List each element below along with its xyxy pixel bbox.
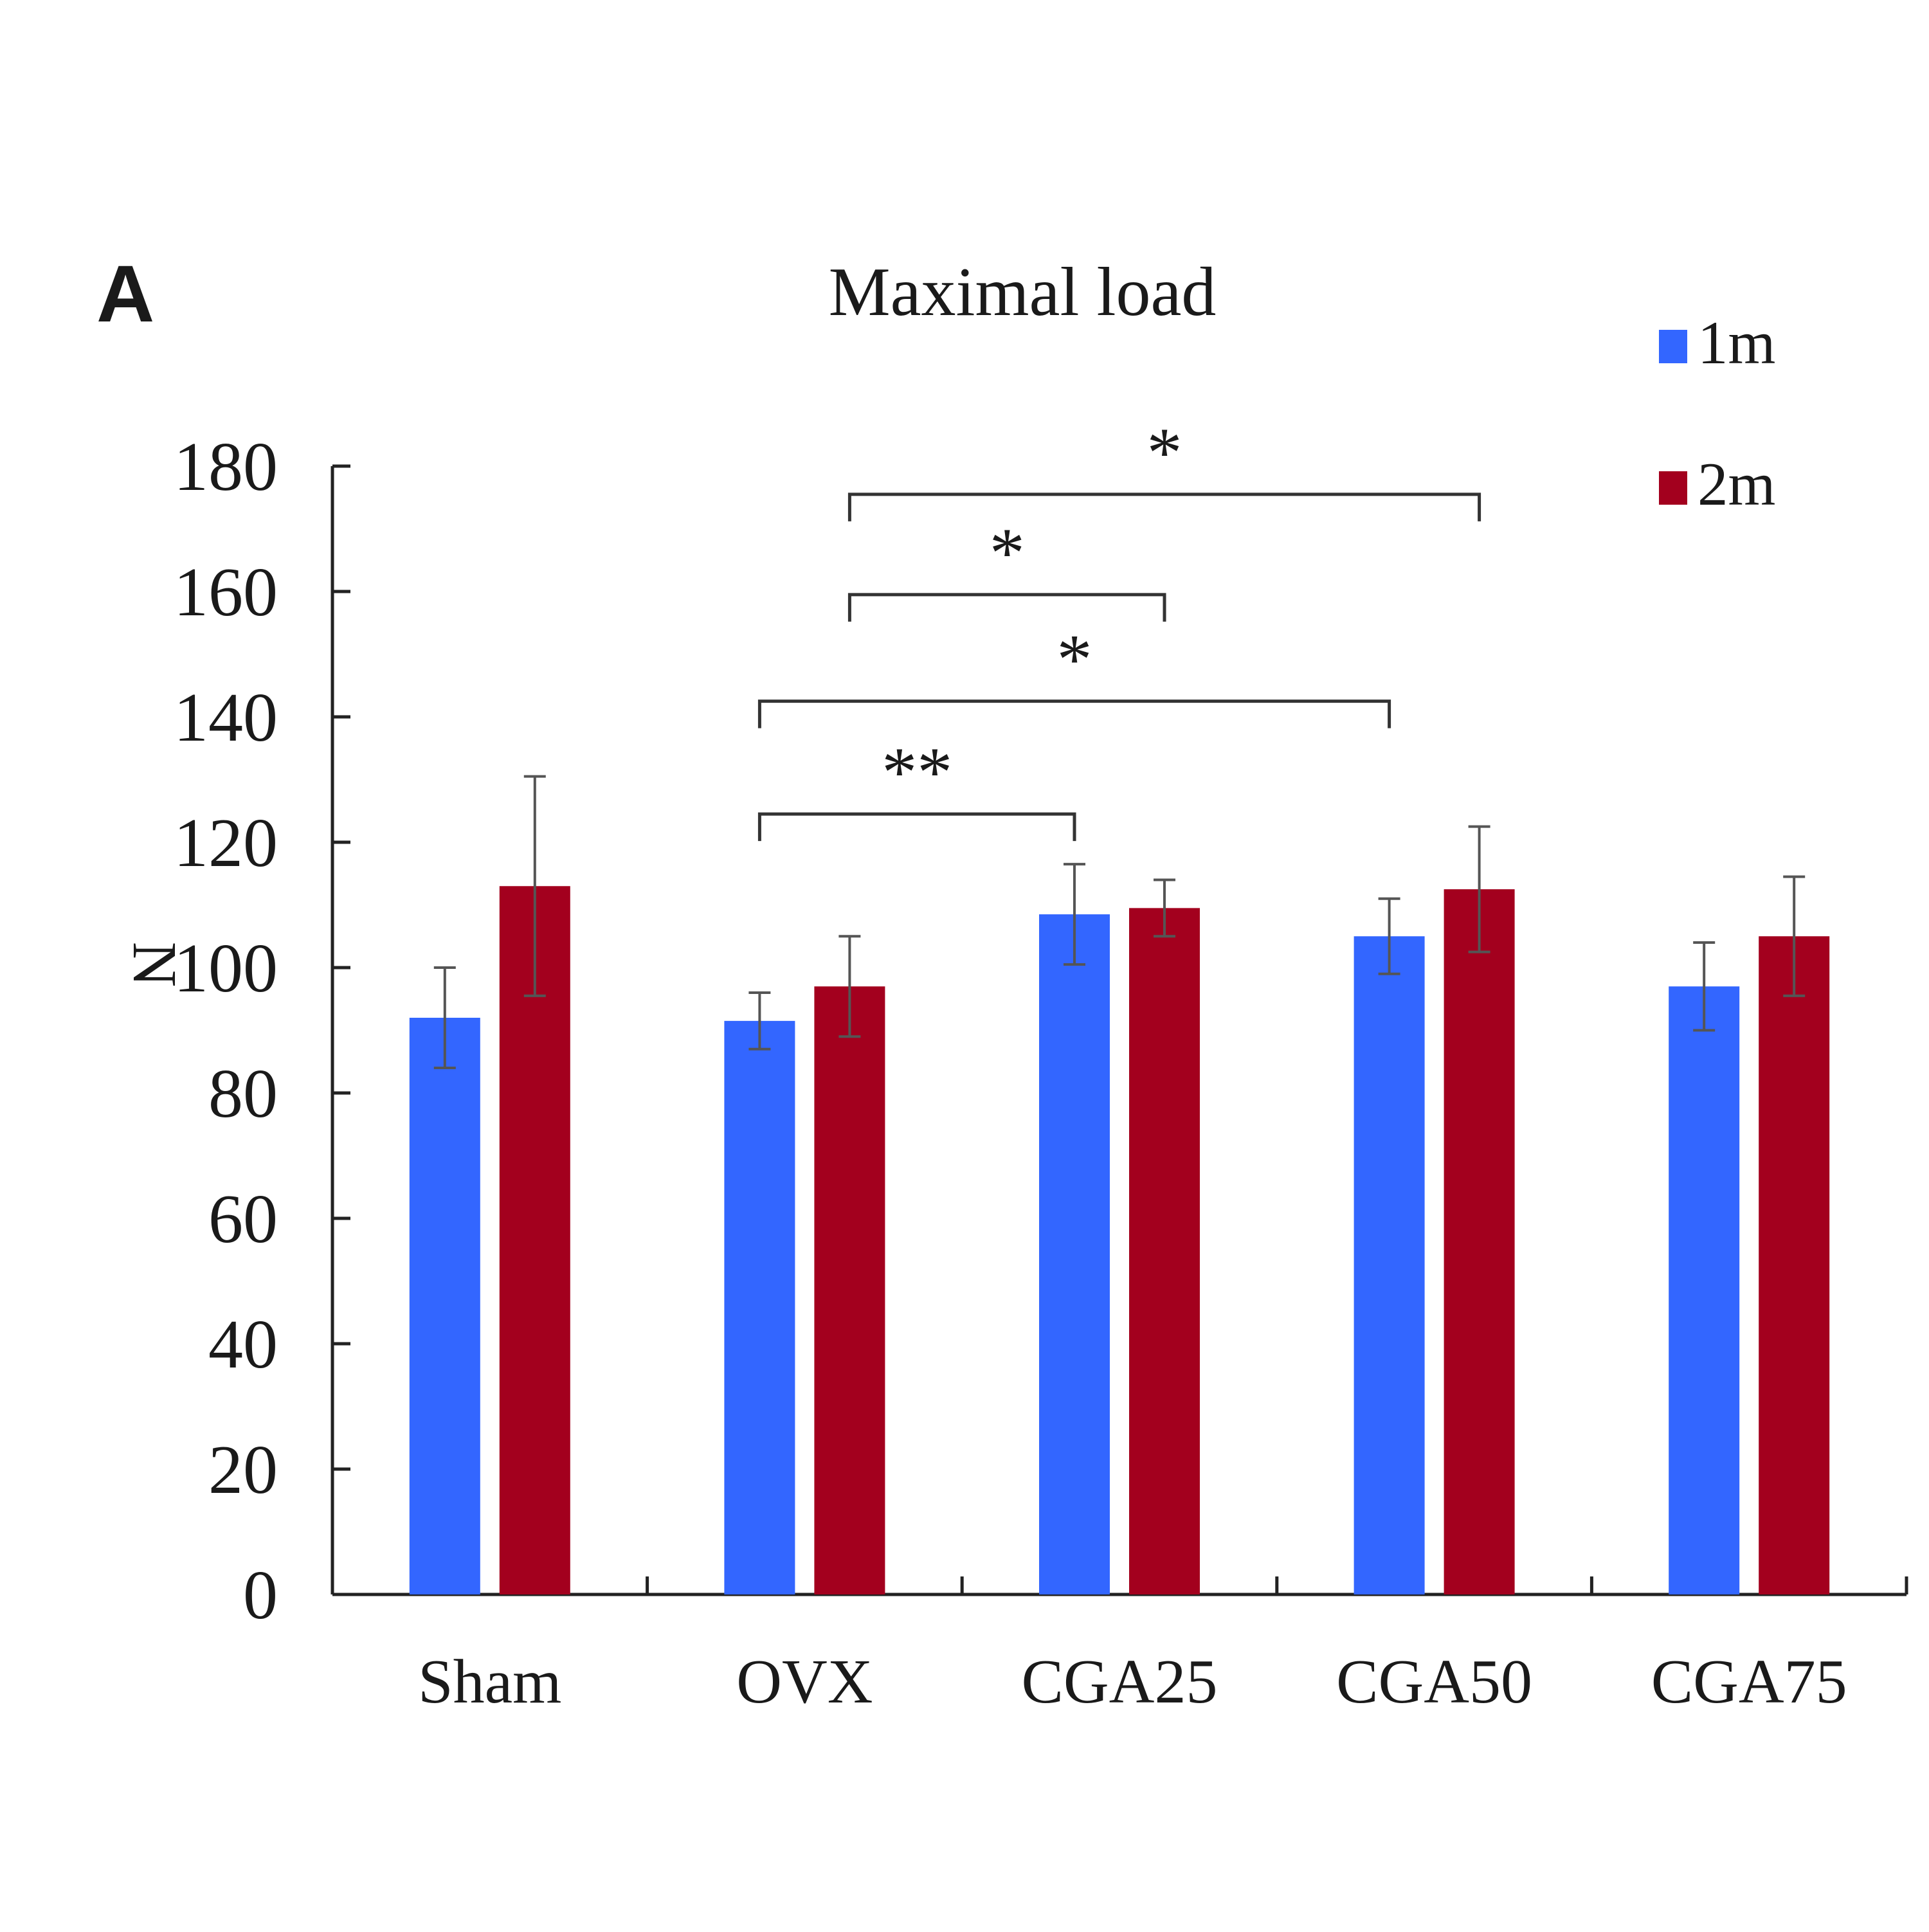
- significance-bracket: [757, 812, 1076, 842]
- y-axis-label: N: [120, 942, 189, 988]
- x-tick-label-cga25: CGA25: [1022, 1647, 1218, 1717]
- bar-1m-cga50: [1354, 936, 1425, 1594]
- bar-1m-cga25: [1039, 914, 1110, 1594]
- bar-2m-cga75: [1759, 936, 1830, 1594]
- legend-label-2m: 2m: [1698, 450, 1775, 518]
- significance-bracket: [757, 700, 1391, 728]
- x-tick-label-cga75: CGA75: [1651, 1647, 1847, 1717]
- significance-label: *: [1057, 620, 1092, 699]
- y-tick-label: 160: [174, 554, 278, 631]
- bar-2m-ovx: [814, 986, 885, 1594]
- y-tick-label: 120: [174, 805, 278, 881]
- y-tick-label: 40: [208, 1306, 278, 1383]
- x-tick-label-ovx: OVX: [736, 1647, 873, 1717]
- y-tick-label: 20: [208, 1432, 278, 1508]
- significance-label: *: [1147, 413, 1182, 492]
- chart-marks: 0 20 40 60 80 100 120 140 160 180 Sham OVX CGA25 CGA5…: [174, 309, 1908, 1717]
- chart-title: Maximal load: [829, 254, 1217, 330]
- bar-1m-cga75: [1669, 986, 1740, 1594]
- x-tick-label-sham: Sham: [418, 1647, 561, 1717]
- y-tick-label: 60: [208, 1181, 278, 1258]
- significance-bracket: [847, 492, 1481, 521]
- legend-swatch-1m: [1659, 330, 1687, 363]
- y-tick-label: 0: [243, 1557, 278, 1634]
- y-tick-label: 80: [208, 1056, 278, 1132]
- y-tick-label: 140: [174, 680, 278, 756]
- significance-bracket: [847, 593, 1166, 622]
- panel-label: A: [96, 249, 154, 339]
- significance-label: **: [882, 733, 952, 811]
- bar-2m-cga25: [1129, 908, 1200, 1594]
- bar-1m-ovx: [724, 1020, 795, 1594]
- bar-2m-sham: [499, 886, 570, 1594]
- bar-1m-sham: [409, 1018, 480, 1594]
- legend-label-1m: 1m: [1698, 309, 1775, 377]
- significance-label: *: [990, 514, 1025, 592]
- legend-swatch-2m: [1659, 471, 1687, 505]
- bar-2m-cga50: [1444, 889, 1515, 1594]
- x-tick-label-cga50: CGA50: [1336, 1647, 1532, 1717]
- y-tick-label: 100: [174, 930, 278, 1007]
- y-tick-label: 180: [174, 429, 278, 505]
